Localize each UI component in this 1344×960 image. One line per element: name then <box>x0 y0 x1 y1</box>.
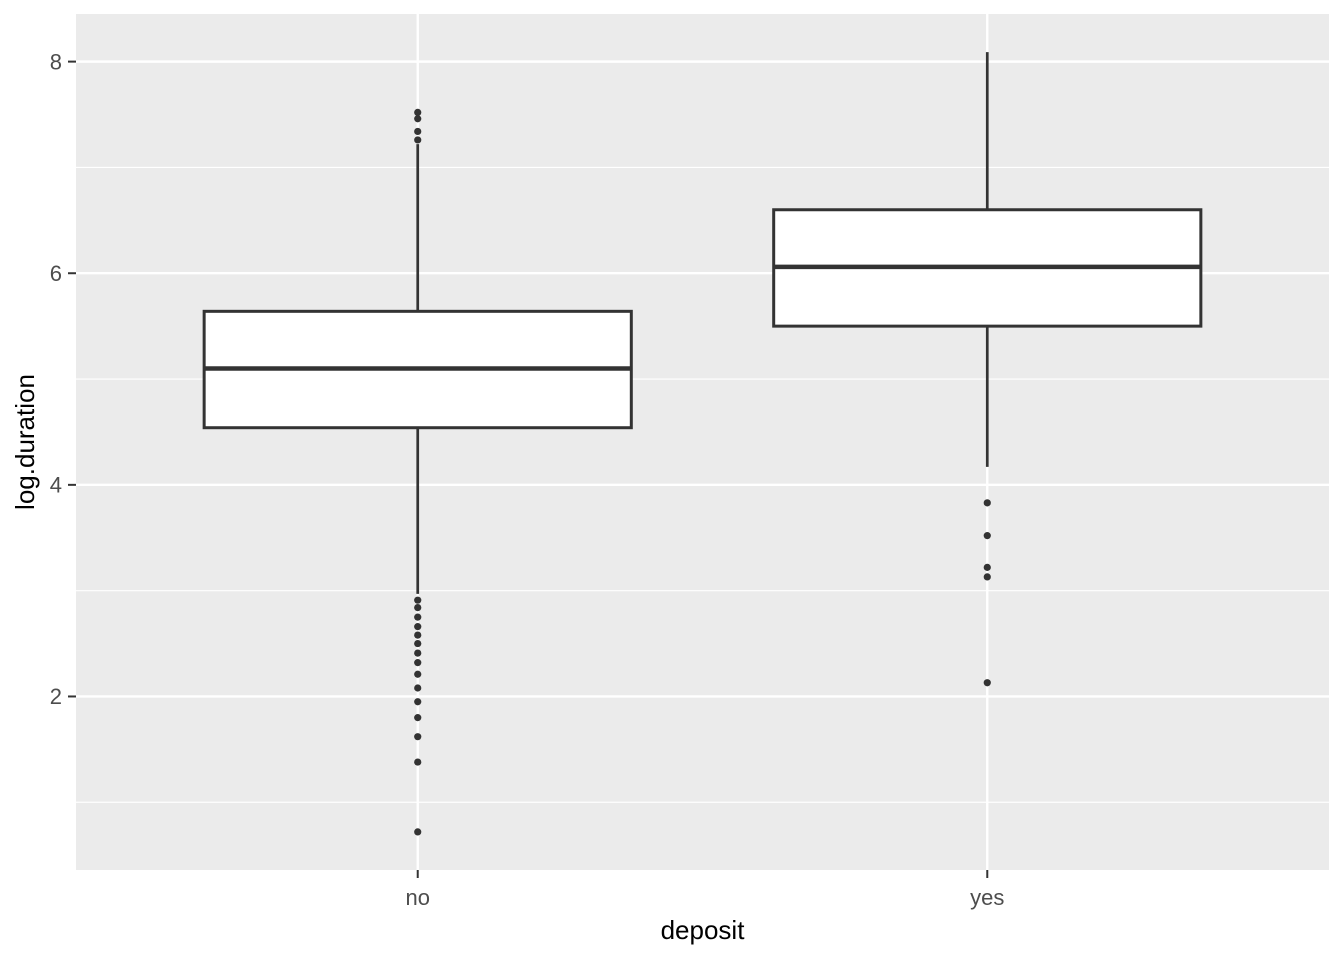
outlier-point <box>414 659 422 667</box>
outlier-point <box>414 603 422 612</box>
outlier-point <box>414 733 422 741</box>
outlier-point <box>983 499 991 507</box>
outlier-point <box>414 698 422 706</box>
outlier-point <box>414 613 422 621</box>
outlier-point <box>983 573 991 581</box>
outlier-point <box>414 684 422 692</box>
y-tick-label: 2 <box>50 684 62 709</box>
boxplot-yes <box>772 52 1203 687</box>
outlier-point <box>983 563 991 571</box>
axis-layer: 2 4 6 8 no yes <box>50 49 1005 910</box>
outlier-point <box>414 596 422 604</box>
outlier-point <box>414 649 422 657</box>
x-tick-label: yes <box>970 885 1004 910</box>
outlier-point <box>414 714 422 722</box>
x-axis-title: deposit <box>661 915 746 945</box>
outlier-point <box>414 828 422 836</box>
outlier-point <box>983 679 991 687</box>
panel-layer <box>76 14 1329 870</box>
boxplot-no <box>202 108 633 836</box>
outlier-point <box>983 532 991 540</box>
y-tick-label: 6 <box>50 261 62 286</box>
y-tick-label: 8 <box>50 49 62 74</box>
outlier-point <box>414 127 422 136</box>
outlier-point <box>414 136 422 144</box>
outlier-point <box>414 623 422 631</box>
data-layer <box>202 52 1203 836</box>
outlier-point <box>414 639 422 648</box>
outlier-point <box>414 115 422 123</box>
outlier-point <box>414 670 422 678</box>
outlier-point <box>414 108 422 117</box>
outlier-point <box>414 758 422 766</box>
y-axis-title: log.duration <box>10 374 40 510</box>
x-tick-label: no <box>405 885 429 910</box>
panel-background <box>76 14 1329 870</box>
outlier-point <box>414 631 422 639</box>
y-tick-label: 4 <box>50 473 62 498</box>
